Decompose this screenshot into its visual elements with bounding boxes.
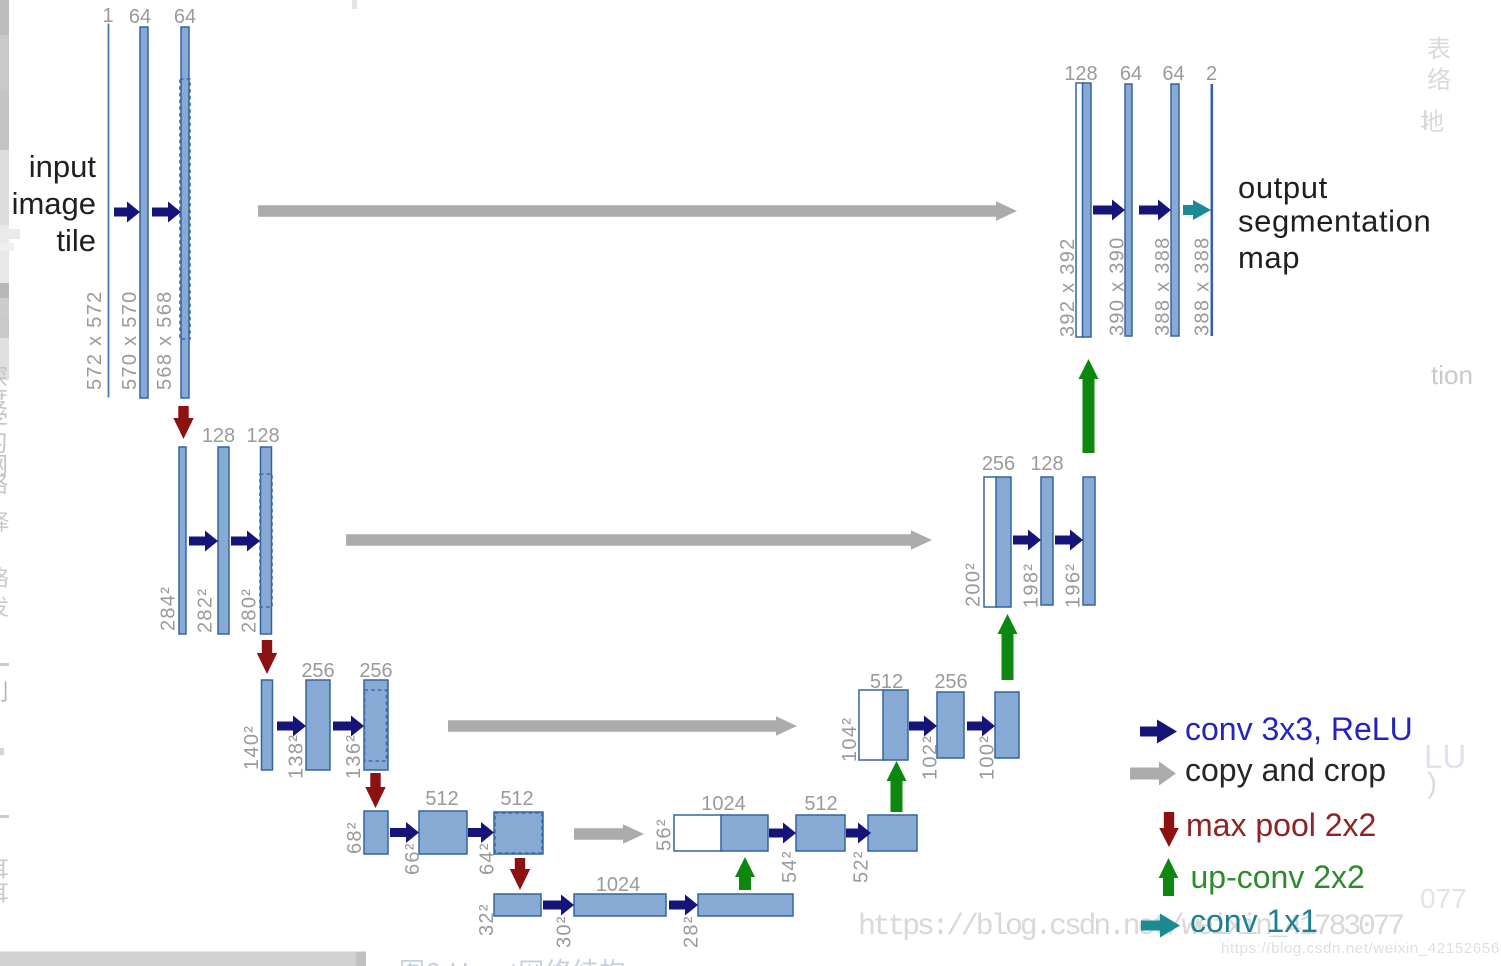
svg-text:conv 3x3, ReLU: conv 3x3, ReLU [1185, 711, 1413, 747]
svg-text:56²: 56² [654, 818, 676, 851]
svg-text:扌: 扌 [0, 709, 9, 734]
svg-text:tion: tion [1431, 360, 1473, 390]
svg-text:copy and crop: copy and crop [1185, 752, 1386, 788]
svg-text:64: 64 [1120, 63, 1142, 85]
svg-text:习: 习 [0, 430, 8, 456]
svg-text:128: 128 [1064, 63, 1097, 85]
svg-text:image: image [12, 186, 96, 221]
svg-text:网: 网 [0, 452, 8, 478]
svg-text:络: 络 [1427, 67, 1451, 94]
svg-text:表: 表 [1427, 36, 1451, 63]
svg-text:): ) [1427, 767, 1437, 800]
svg-text:1024: 1024 [596, 874, 641, 896]
svg-text:map: map [1238, 240, 1300, 275]
svg-text:1024: 1024 [701, 793, 746, 815]
svg-text:280²: 280² [239, 588, 261, 633]
svg-text:地: 地 [1420, 109, 1444, 136]
svg-text:392 x 392: 392 x 392 [1057, 237, 1079, 337]
svg-text:66²: 66² [402, 842, 424, 875]
svg-text:28²: 28² [681, 915, 703, 948]
svg-text:度: 度 [0, 386, 8, 412]
svg-text:388 x 388: 388 x 388 [1152, 236, 1174, 336]
svg-text:up-conv 2x2: up-conv 2x2 [1191, 859, 1365, 895]
svg-text:128: 128 [1030, 453, 1063, 475]
svg-text:196²: 196² [1063, 563, 1085, 608]
svg-text:512: 512 [870, 671, 903, 693]
svg-text:102²: 102² [920, 735, 942, 780]
svg-text:54²: 54² [779, 850, 801, 883]
svg-text:30²: 30² [554, 915, 576, 948]
svg-text:output: output [1238, 170, 1328, 205]
svg-text:络: 络 [0, 566, 9, 591]
svg-text:https://blog.csdn.net/weixin_4: https://blog.csdn.net/weixin_41783077 [858, 910, 1403, 944]
svg-text:深: 深 [0, 364, 8, 390]
svg-text:284²: 284² [158, 586, 180, 631]
svg-text:64: 64 [1162, 63, 1184, 85]
svg-text:耳: 耳 [0, 857, 9, 882]
svg-text:图2 U-net网络结构: 图2 U-net网络结构 [399, 957, 626, 966]
svg-text:100²: 100² [977, 735, 999, 780]
svg-text:198²: 198² [1021, 563, 1043, 608]
svg-text:32²: 32² [476, 903, 498, 936]
svg-text:572 x 572: 572 x 572 [84, 290, 106, 390]
svg-text:tile: tile [56, 223, 96, 258]
svg-text:64: 64 [174, 6, 196, 28]
svg-text:570 x 570: 570 x 570 [119, 290, 141, 390]
svg-text:耳: 耳 [0, 881, 9, 906]
svg-text:104²: 104² [839, 717, 861, 762]
svg-text:input: input [29, 149, 97, 184]
svg-text:刂: 刂 [0, 680, 9, 705]
svg-text:max pool 2x2: max pool 2x2 [1186, 807, 1376, 843]
svg-text:256: 256 [934, 671, 967, 693]
svg-text:512: 512 [804, 793, 837, 815]
svg-text:256: 256 [359, 660, 392, 682]
svg-text:136²: 136² [343, 734, 365, 779]
svg-text:https://blog.csdn.net/weixin_4: https://blog.csdn.net/weixin_42152656 [1221, 940, 1500, 957]
svg-text:2: 2 [1206, 63, 1217, 85]
svg-text:68²: 68² [344, 821, 366, 854]
svg-text:52²: 52² [851, 850, 873, 883]
svg-text:1: 1 [102, 5, 113, 27]
svg-text:128: 128 [202, 425, 235, 447]
svg-text:256: 256 [982, 453, 1015, 475]
svg-text:200²: 200² [963, 562, 985, 607]
svg-text:64²: 64² [477, 842, 499, 875]
svg-text:学: 学 [0, 408, 8, 434]
svg-text:conv 1x1: conv 1x1 [1190, 903, 1318, 939]
svg-text:512: 512 [425, 788, 458, 810]
svg-text:绎: 绎 [0, 510, 9, 535]
svg-text:络: 络 [0, 471, 8, 497]
svg-text:512: 512 [500, 788, 533, 810]
svg-text:segmentation: segmentation [1238, 204, 1431, 239]
svg-text:64: 64 [129, 6, 151, 28]
svg-text:138²: 138² [286, 734, 308, 779]
svg-text:077: 077 [1420, 883, 1467, 914]
svg-text:LU: LU [1424, 738, 1466, 775]
svg-text:发: 发 [0, 595, 9, 620]
svg-text:388 x 388: 388 x 388 [1192, 236, 1214, 336]
svg-text:390 x 390: 390 x 390 [1107, 236, 1129, 336]
svg-text:256: 256 [301, 660, 334, 682]
svg-text:568 x 568: 568 x 568 [154, 290, 176, 390]
svg-text:282²: 282² [195, 588, 217, 633]
svg-text:128: 128 [246, 425, 279, 447]
svg-text:140²: 140² [241, 725, 263, 770]
